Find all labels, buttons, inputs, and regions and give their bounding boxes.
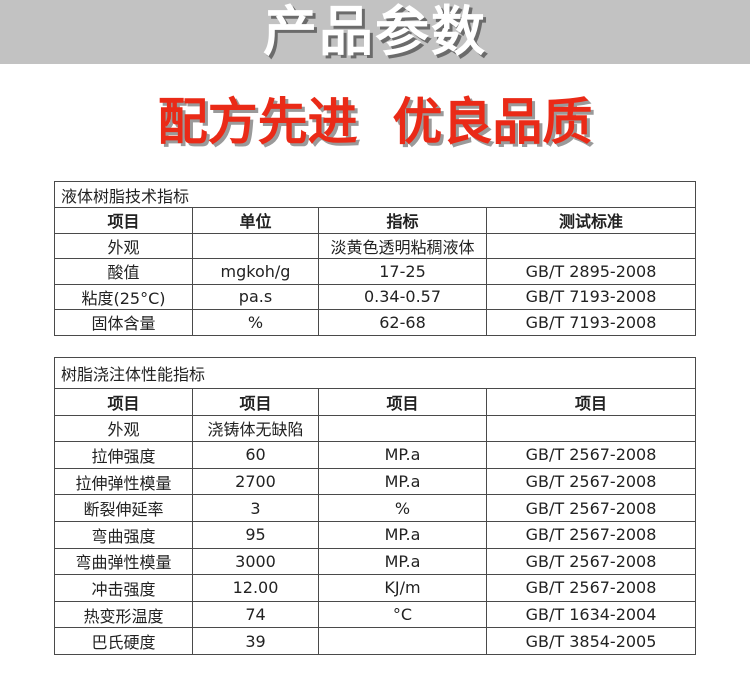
table-row: 拉伸强度 60 MP.a GB/T 2567-2008 — [54, 441, 697, 469]
table-row: 外观 浇铸体无缺陷 — [54, 414, 697, 443]
table-cell: % — [192, 309, 319, 336]
column-header: 项目 — [54, 388, 193, 416]
table-row: 巴氏硬度 39 GB/T 3854-2005 — [54, 627, 697, 655]
liquid-resin-table: 液体树脂技术指标 项目 单位 指标 测试标准 外观 淡黄色透明粘稠液体 酸值 mgkoh/g 17… — [53, 181, 697, 336]
table-cell: 酸值 — [54, 258, 193, 285]
table-header-row: 项目 项目 项目 项目 — [54, 388, 697, 416]
table-cell: 弯曲强度 — [54, 520, 193, 549]
table-cell: GB/T 2567-2008 — [485, 467, 697, 496]
table-cell: 外观 — [54, 232, 193, 259]
table-header-row: 项目 单位 指标 测试标准 — [54, 207, 697, 234]
table-row: 固体含量% 62-68 GB/T 7193-2008 — [54, 309, 697, 336]
table-row: 弯曲弹性模量 3000 MP.a GB/T 2567-2008 — [54, 547, 697, 576]
table-cell: 0.34-0.57 — [318, 283, 487, 310]
table-cell — [318, 627, 487, 655]
table-cell: GB/T 7193-2008 — [485, 283, 697, 310]
table-cell: MP.a — [318, 441, 487, 469]
table-row: 酸值 mgkoh/g 17-25 GB/T 2895-2008 — [54, 258, 697, 285]
table-cell: 60 — [192, 441, 319, 469]
table-caption-row: 树脂浇注体性能指标 — [53, 357, 697, 389]
table-caption: 树脂浇注体性能指标 — [53, 357, 697, 389]
table-row: 拉伸弹性模量 2700 MP.a GB/T 2567-2008 — [54, 467, 697, 496]
table-cell: 39 — [192, 627, 319, 655]
table-cell: GB/T 2567-2008 — [485, 441, 697, 469]
table-cell: 粘度(25°C) — [54, 283, 193, 310]
table-row: 冲击强度 12.00 KJ/m GB/T 2567-2008 — [54, 574, 697, 602]
column-header: 单位 — [192, 207, 319, 234]
table-cell: GB/T 1634-2004 — [485, 600, 697, 629]
table-cell: GB/T 3854-2005 — [485, 627, 697, 655]
table-row: 断裂伸延率 3% GB/T 2567-2008 — [54, 494, 697, 522]
title-band: 产品参数 — [0, 0, 750, 64]
table-cell: GB/T 2567-2008 — [485, 574, 697, 602]
table-cell: 3 — [192, 494, 319, 522]
table-row: 热变形温度 74 °C GB/T 1634-2004 — [54, 600, 697, 629]
table-cell: 74 — [192, 600, 319, 629]
table-cell: pa.s — [192, 283, 319, 310]
table-cell — [192, 232, 319, 259]
column-header: 测试标准 — [485, 207, 697, 234]
table-cell: mgkoh/g — [192, 258, 319, 285]
table-cell — [485, 414, 697, 443]
table-cell: 浇铸体无缺陷 — [192, 414, 319, 443]
table-cell: 2700 — [192, 467, 319, 496]
table-cell: MP.a — [318, 467, 487, 496]
table-cell: 弯曲弹性模量 — [54, 547, 193, 576]
column-header: 项目 — [192, 388, 319, 416]
table-cell: 17-25 — [318, 258, 487, 285]
table-cell: MP.a — [318, 520, 487, 549]
column-header: 指标 — [318, 207, 487, 234]
table-cell: 固体含量 — [54, 309, 193, 336]
table-cell: 巴氏硬度 — [54, 627, 193, 655]
table-cell: GB/T 2895-2008 — [485, 258, 697, 285]
table-cell: 12.00 — [192, 574, 319, 602]
page-title: 产品参数 — [263, 0, 487, 63]
table-row: 粘度(25°C) pa.s 0.34-0.57 GB/T 7193-2008 — [54, 283, 697, 310]
column-header: 项目 — [318, 388, 487, 416]
cast-body-table: 树脂浇注体性能指标 项目 项目 项目 项目 外观 浇铸体无缺陷 拉伸强度 60 MP.a GB/T … — [53, 357, 697, 655]
table-caption-row: 液体树脂技术指标 — [53, 181, 697, 208]
table-cell: 95 — [192, 520, 319, 549]
column-header: 项目 — [485, 388, 697, 416]
table-cell: 3000 — [192, 547, 319, 576]
table-cell: GB/T 2567-2008 — [485, 494, 697, 522]
table-cell: 62-68 — [318, 309, 487, 336]
table-cell: 外观 — [54, 414, 193, 443]
table-cell: 冲击强度 — [54, 574, 193, 602]
table-row: 外观 淡黄色透明粘稠液体 — [54, 232, 697, 259]
table-caption: 液体树脂技术指标 — [53, 181, 697, 208]
table-cell: GB/T 2567-2008 — [485, 520, 697, 549]
table-cell: GB/T 2567-2008 — [485, 547, 697, 576]
table-cell: KJ/m — [318, 574, 487, 602]
table-cell: 拉伸弹性模量 — [54, 467, 193, 496]
table-cell — [485, 232, 697, 259]
table-cell — [318, 414, 487, 443]
table-cell: 淡黄色透明粘稠液体 — [318, 232, 487, 259]
table-row: 弯曲强度 95 MP.a GB/T 2567-2008 — [54, 520, 697, 549]
table-cell: % — [318, 494, 487, 522]
slogan: 配方先进 优良品质 — [157, 93, 593, 151]
table-cell: °C — [318, 600, 487, 629]
table-cell: GB/T 7193-2008 — [485, 309, 697, 336]
column-header: 项目 — [54, 207, 193, 234]
table-cell: 拉伸强度 — [54, 441, 193, 469]
table-cell: MP.a — [318, 547, 487, 576]
table-cell: 断裂伸延率 — [54, 494, 193, 522]
table-cell: 热变形温度 — [54, 600, 193, 629]
